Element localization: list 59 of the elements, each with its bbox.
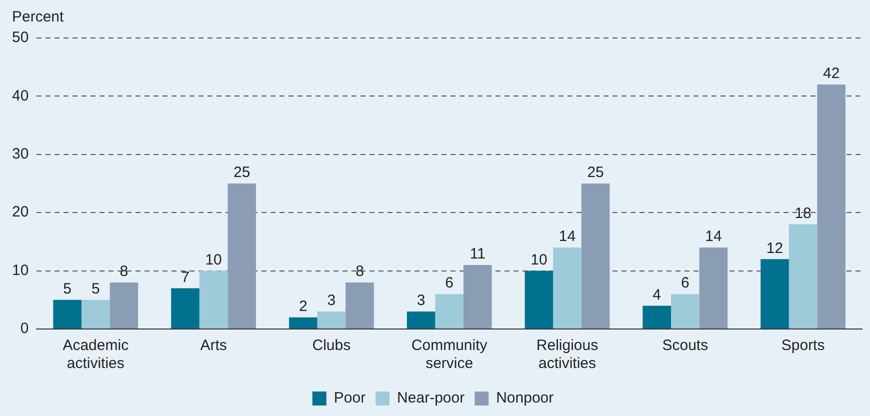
bar bbox=[346, 282, 374, 328]
x-tick-label: Sports bbox=[781, 337, 825, 354]
data-label: 6 bbox=[680, 274, 690, 292]
bar bbox=[760, 259, 789, 328]
bar bbox=[435, 294, 464, 328]
data-label: 6 bbox=[445, 274, 454, 292]
bar bbox=[110, 282, 138, 328]
data-label: 18 bbox=[794, 204, 812, 222]
bar bbox=[642, 306, 671, 328]
data-label: 42 bbox=[823, 65, 840, 82]
bar bbox=[81, 300, 110, 328]
x-tick-label: Clubs bbox=[312, 337, 351, 354]
y-tick-label: 30 bbox=[12, 146, 29, 163]
x-tick-label: Religious activities bbox=[536, 337, 598, 372]
bar bbox=[553, 248, 582, 328]
bar bbox=[288, 317, 318, 328]
data-label: 3 bbox=[327, 292, 336, 310]
data-label: 8 bbox=[120, 263, 128, 280]
bar bbox=[524, 270, 554, 328]
data-label: 25 bbox=[233, 164, 250, 182]
bar bbox=[788, 224, 818, 328]
y-axis-title: Percent bbox=[12, 8, 65, 26]
bar bbox=[53, 300, 82, 328]
bar bbox=[199, 270, 228, 328]
data-label: 11 bbox=[470, 246, 486, 263]
data-label: 14 bbox=[558, 228, 576, 246]
data-label: 25 bbox=[587, 164, 604, 182]
y-tick-label: 50 bbox=[12, 29, 29, 46]
y-tick-label: 20 bbox=[12, 204, 29, 221]
data-label: 5 bbox=[91, 280, 100, 298]
x-tick-label: Community service bbox=[411, 337, 488, 372]
legend-label: Poor bbox=[334, 390, 366, 407]
data-label: 5 bbox=[63, 280, 72, 298]
data-label: 10 bbox=[530, 251, 548, 268]
legend-label: Near-poor bbox=[397, 390, 465, 407]
bar bbox=[228, 184, 256, 328]
bar bbox=[317, 312, 346, 328]
legend-label: Nonpoor bbox=[496, 390, 554, 407]
data-label: 14 bbox=[705, 228, 722, 246]
data-label: 3 bbox=[416, 292, 426, 310]
data-label: 12 bbox=[766, 240, 784, 257]
bar bbox=[463, 264, 492, 328]
bar bbox=[406, 312, 436, 328]
bar bbox=[671, 294, 700, 328]
data-label: 10 bbox=[205, 251, 222, 268]
data-label: 8 bbox=[356, 263, 364, 280]
data-label: 4 bbox=[652, 286, 662, 304]
y-tick-label: 0 bbox=[20, 320, 29, 338]
bar bbox=[581, 184, 610, 328]
bar bbox=[817, 84, 846, 328]
bar bbox=[699, 248, 728, 328]
data-label: 2 bbox=[298, 298, 308, 315]
x-tick-label: Arts bbox=[200, 337, 227, 354]
y-tick-label: 10 bbox=[12, 262, 29, 279]
bar bbox=[171, 288, 200, 328]
x-tick-label: Scouts bbox=[662, 337, 708, 354]
x-tick-label: Academic activities bbox=[62, 337, 130, 372]
data-label: 7 bbox=[181, 268, 190, 286]
y-tick-label: 40 bbox=[12, 87, 29, 104]
